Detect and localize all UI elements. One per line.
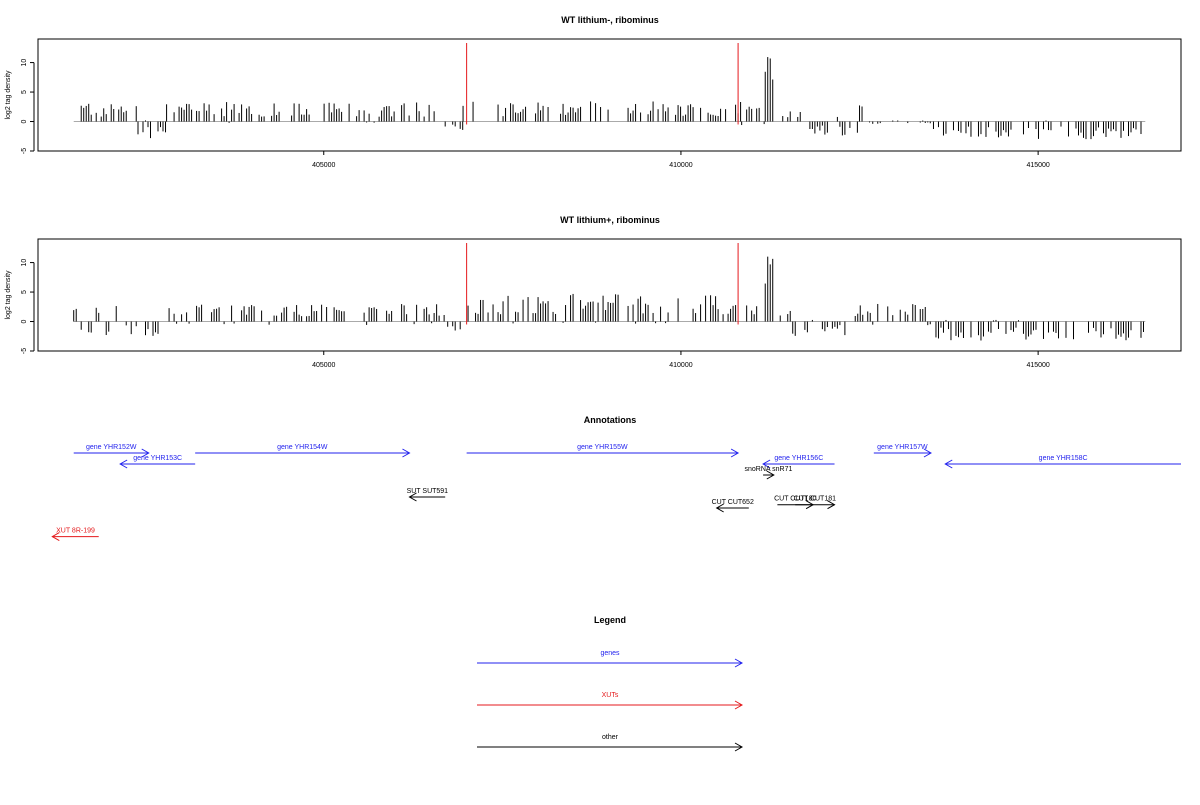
legend-panel: Legend genes XUTs other [477,615,744,752]
plot-frame [37,38,1182,152]
feature-arrowhead [51,532,60,542]
legend-label: other [602,734,619,741]
annotations-title: Annotations [584,415,637,425]
feature-label: gene YHR157W [877,444,928,451]
feature-arrowhead [827,500,836,510]
feature-label: SUT SUT591 [407,488,449,495]
y-tick-label: 10 [21,59,28,67]
feature-arrowhead [715,503,724,513]
x-tick-label: 410000 [669,162,692,169]
y-tick-label: 0 [21,119,28,123]
feature-arrowhead [402,448,411,458]
feature-label: gene YHR152W [86,444,137,451]
feature-arrowhead [766,470,775,480]
legend-arrowhead [734,658,744,668]
track-title: WT lithium+, ribominus [560,215,660,225]
y-tick-label: 0 [21,319,28,323]
annotations-panel: Annotations gene YHR152W gene YHR153C gene… [51,415,1181,542]
feature-label: gene YHR153C [133,455,182,462]
feature-label: gene YHR158C [1039,455,1088,462]
legend-arrowhead [734,700,744,710]
signal-bars [80,57,1142,140]
x-tick-label: 415000 [1026,362,1049,369]
plot-frame [37,238,1182,352]
legend-arrowhead [734,742,744,752]
legend-label: XUTs [602,692,619,699]
legend-title: Legend [594,615,626,625]
legend-label: genes [600,650,620,657]
feature-label: gene YHR154W [277,444,328,451]
y-tick-label: -5 [21,348,28,354]
x-tick-label: 415000 [1026,162,1049,169]
track-title: WT lithium-, ribominus [561,15,659,25]
feature-arrowhead [730,448,740,458]
y-tick-label: -5 [21,148,28,154]
feature-label: CUT CUT652 [712,499,754,506]
feature-label: snoRNA snR71 [745,466,793,473]
feature-arrowhead [923,448,932,458]
feature-label: CUT CUT181 [794,496,836,503]
feature-label: gene YHR155W [577,444,628,451]
feature-arrowhead [119,459,128,469]
track-panel-lithium-minus: WT lithium-, ribominus log2 tag density … [5,15,1182,169]
x-tick-label: 405000 [312,162,335,169]
y-axis-label: log2 tag density [5,70,12,120]
feature-label: gene YHR156C [774,455,823,462]
x-tick-label: 410000 [669,362,692,369]
y-axis-label: log2 tag density [5,270,12,320]
feature-arrowhead [408,492,417,502]
feature-arrowhead [762,459,771,469]
y-tick-label: 10 [21,259,28,267]
y-tick-label: 5 [21,90,28,94]
feature-arrowhead [944,459,953,469]
signal-bars [73,256,1144,341]
x-tick-label: 405000 [312,362,335,369]
feature-label: CUT CUT180 [774,496,816,503]
feature-label: XUT 8R-199 [56,528,95,535]
y-tick-label: 5 [21,290,28,294]
feature-arrowhead [141,448,150,458]
track-panel-lithium-plus: WT lithium+, ribominus log2 tag density … [5,215,1182,369]
